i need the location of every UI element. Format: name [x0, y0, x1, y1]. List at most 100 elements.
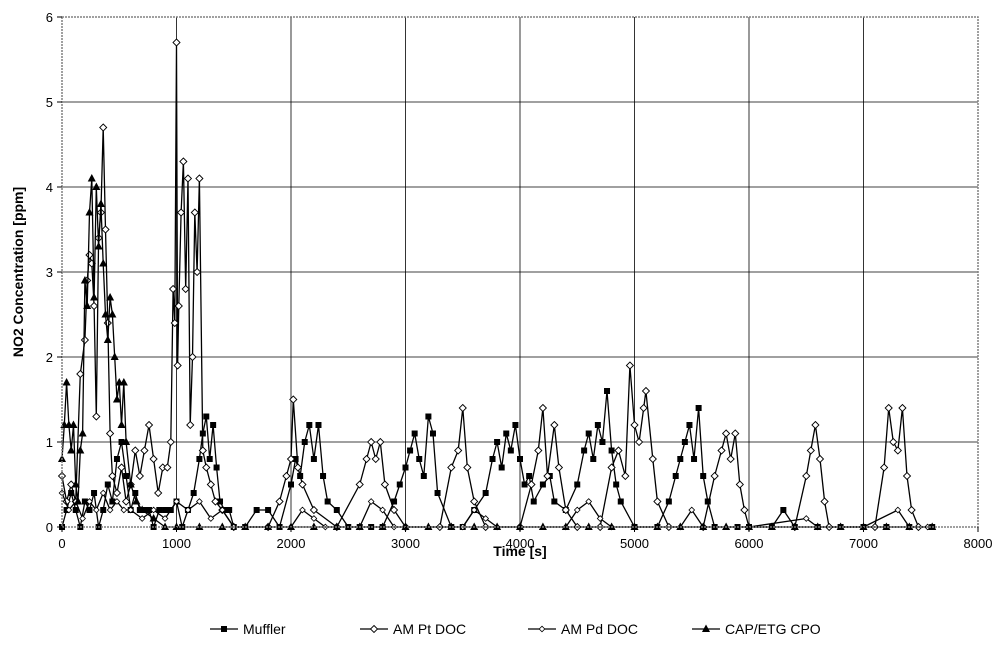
- data-point: [879, 463, 889, 472]
- data-point: [607, 463, 616, 472]
- data-point: [594, 422, 601, 428]
- data-point: [527, 480, 536, 489]
- data-point: [539, 481, 546, 488]
- data-point: [653, 497, 662, 506]
- data-point: [173, 498, 180, 505]
- data-point: [503, 430, 510, 437]
- data-point: [92, 412, 101, 421]
- data-point: [172, 38, 181, 47]
- data-point: [389, 505, 399, 515]
- data-point: [362, 454, 371, 464]
- data-point: [282, 471, 291, 481]
- data-point: [543, 471, 552, 481]
- data-point: [293, 463, 303, 472]
- data-point: [85, 250, 94, 260]
- tick-labels: 0 1000 2000 3000 4000 5000 6000 7000 8000 0 1 2 3 4 5 6: [46, 10, 993, 551]
- data-point: [80, 275, 89, 284]
- data-point: [608, 447, 615, 454]
- data-point: [207, 515, 215, 522]
- data-point: [286, 454, 296, 464]
- data-point: [132, 496, 141, 505]
- data-point: [166, 437, 175, 447]
- legend-marker: [221, 626, 227, 632]
- data-point: [621, 471, 630, 481]
- legend-item: AM Pd DOC: [528, 621, 638, 637]
- y-tick-label: 0: [46, 520, 53, 535]
- data-point: [140, 446, 149, 455]
- data-point: [889, 437, 898, 447]
- data-point: [429, 430, 436, 437]
- data-point: [196, 456, 203, 462]
- x-axis-title: Time [s]: [493, 543, 546, 559]
- data-point: [110, 352, 119, 360]
- data-point: [101, 309, 110, 318]
- data-point: [407, 447, 414, 454]
- data-point: [688, 506, 696, 514]
- data-point: [196, 498, 203, 505]
- data-point: [574, 481, 581, 488]
- data-point: [78, 428, 87, 437]
- data-point: [710, 471, 719, 481]
- data-point: [489, 456, 496, 462]
- data-point: [681, 439, 688, 445]
- data-point: [309, 505, 319, 515]
- data-point: [99, 123, 108, 132]
- data-point: [162, 507, 169, 513]
- data-point: [174, 301, 183, 311]
- data-point: [740, 505, 749, 515]
- data-point: [190, 208, 199, 217]
- data-point: [76, 445, 85, 454]
- data-point: [333, 507, 340, 513]
- data-point: [92, 506, 100, 514]
- data-point: [161, 515, 169, 522]
- data-point: [907, 505, 916, 515]
- data-point: [115, 377, 124, 386]
- data-point: [86, 507, 93, 513]
- data-point: [447, 463, 456, 472]
- data-point: [253, 507, 260, 513]
- data-point: [614, 446, 623, 455]
- data-point: [203, 413, 210, 420]
- data-point: [126, 479, 135, 488]
- data-point: [211, 497, 220, 506]
- data-point: [108, 309, 117, 318]
- data-point: [83, 301, 92, 309]
- data-point: [420, 473, 427, 479]
- x-tick-label: 2000: [277, 536, 306, 551]
- x-tick-label: 4000: [506, 536, 535, 551]
- y-tick-label: 6: [46, 10, 53, 25]
- data-point: [89, 301, 99, 311]
- data-point: [665, 498, 672, 505]
- data-point: [634, 437, 644, 447]
- data-point: [550, 420, 559, 430]
- data-point: [80, 335, 90, 345]
- data-point: [65, 506, 73, 514]
- data-point: [198, 446, 207, 455]
- y-tick-label: 5: [46, 95, 53, 110]
- data-point: [122, 437, 131, 445]
- x-tick-label: 3000: [391, 536, 420, 551]
- data-point: [677, 456, 684, 462]
- data-point: [902, 471, 912, 481]
- data-point: [79, 515, 86, 522]
- data-point: [802, 471, 811, 481]
- data-point: [117, 463, 126, 472]
- legend-label: AM Pt DOC: [393, 621, 466, 637]
- data-point: [112, 394, 121, 403]
- data-point: [150, 506, 157, 514]
- data-point: [138, 505, 147, 513]
- x-tick-label: 7000: [849, 536, 878, 551]
- data-point: [206, 456, 213, 462]
- data-point: [210, 422, 217, 428]
- y-tick-label: 2: [46, 350, 53, 365]
- data-point: [99, 489, 107, 497]
- data-point: [67, 445, 76, 454]
- data-point: [630, 420, 639, 430]
- data-point: [138, 515, 146, 522]
- data-point: [186, 420, 195, 430]
- data-point: [181, 284, 190, 294]
- data-point: [458, 403, 467, 413]
- y-tick-label: 3: [46, 265, 53, 280]
